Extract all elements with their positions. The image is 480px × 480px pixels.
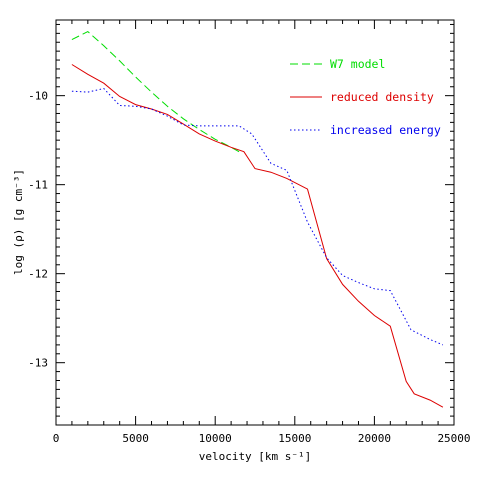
series-line-reduced-density bbox=[71, 64, 444, 408]
plot-frame bbox=[55, 19, 455, 426]
x-tick-label: 15000 bbox=[278, 432, 311, 445]
axis-ticks bbox=[55, 20, 455, 426]
y-tick-label: -12 bbox=[28, 268, 48, 281]
y-axis-label: log (ρ) [g cm⁻³] bbox=[12, 169, 25, 275]
series-line-w7-model bbox=[71, 31, 240, 153]
y-tick-label: -13 bbox=[28, 357, 48, 370]
legend-label: W7 model bbox=[330, 57, 385, 71]
x-axis-label: velocity [km s⁻¹] bbox=[199, 450, 312, 463]
data-series bbox=[71, 31, 444, 408]
x-tick-label: 0 bbox=[53, 432, 60, 445]
legend: W7 model reduced density increased energy bbox=[290, 57, 441, 137]
x-tick-label: 10000 bbox=[199, 432, 232, 445]
y-tick-label: -10 bbox=[28, 90, 48, 103]
tick-labels: 0 5000 10000 15000 20000 25000 -10 -11 -12 -13 bbox=[28, 90, 470, 445]
x-tick-label: 5000 bbox=[122, 432, 149, 445]
legend-label: increased energy bbox=[330, 123, 441, 137]
x-tick-label: 20000 bbox=[358, 432, 391, 445]
legend-label: reduced density bbox=[330, 90, 434, 104]
y-tick-label: -11 bbox=[28, 179, 48, 192]
x-tick-label: 25000 bbox=[437, 432, 470, 445]
